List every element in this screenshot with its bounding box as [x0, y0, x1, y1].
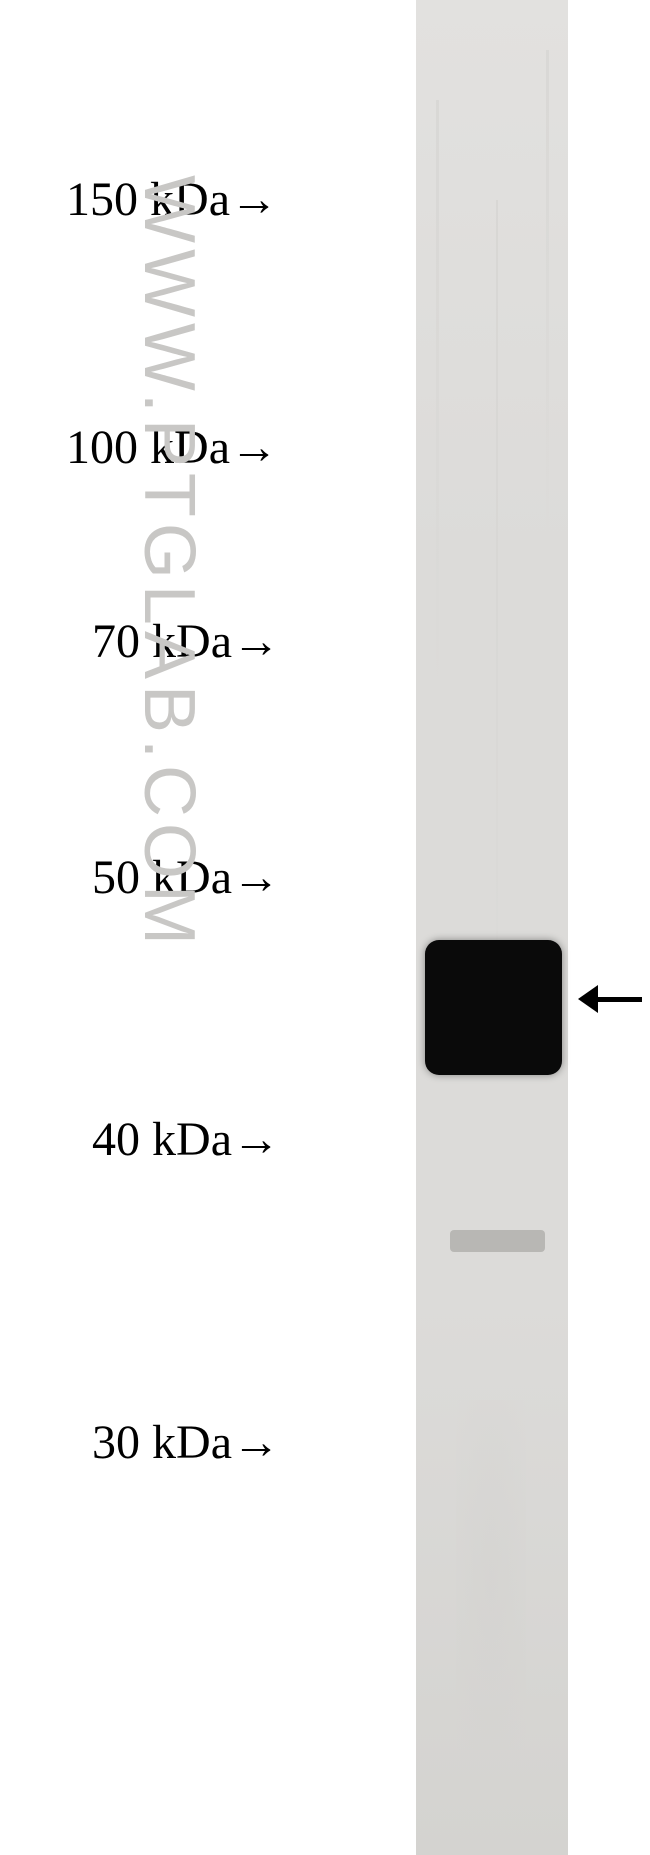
- band-arrow: [578, 985, 642, 1017]
- arrow-line: [596, 997, 642, 1002]
- lane-texture: [436, 100, 439, 700]
- marker-40kda: 40 kDa→: [0, 1112, 280, 1167]
- lane-texture: [456, 1400, 526, 1750]
- main-protein-band: [425, 940, 562, 1075]
- western-blot-figure: 150 kDa→ 100 kDa→ 70 kDa→ 50 kDa→ 40 kDa…: [0, 0, 650, 1855]
- blot-lane: [416, 0, 568, 1855]
- arrow-head-icon: [578, 985, 598, 1013]
- marker-30kda: 30 kDa→: [0, 1415, 280, 1470]
- watermark-text: WWW.PTGLAB.COM: [128, 175, 210, 951]
- faint-band: [450, 1230, 545, 1252]
- lane-texture: [546, 50, 549, 550]
